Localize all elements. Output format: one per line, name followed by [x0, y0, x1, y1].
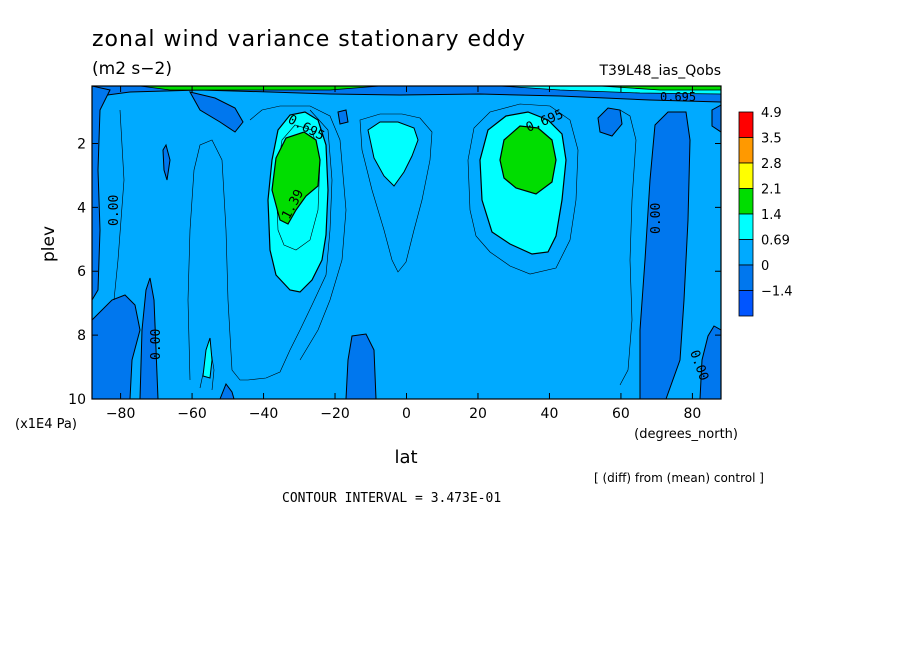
chart-units: (m2 s−2) [92, 59, 172, 79]
x-tick-label: 60 [612, 406, 630, 422]
x-units: (degrees_north) [634, 427, 738, 442]
negative-region-north-pole-upper [711, 104, 721, 133]
colorbar-swatch [738, 264, 754, 291]
x-tick-label: 0 [402, 406, 411, 422]
colorbar-swatch [738, 162, 754, 189]
y-tick-label: 2 [77, 136, 86, 152]
top-edge-band [139, 86, 381, 91]
y-tick-label: 6 [77, 264, 86, 280]
y-axis: 2 4 6 8 10 [68, 136, 721, 408]
colorbar-swatch [738, 213, 754, 240]
colorbar-swatch [738, 188, 754, 215]
contour-label: 0.695 [660, 90, 696, 104]
colorbar-label: 0 [761, 259, 769, 274]
x-tick-label: 20 [469, 406, 487, 422]
contour-interval: CONTOUR INTERVAL = 3.473E-01 [282, 491, 501, 506]
negative-region-upper-left [189, 91, 244, 133]
plot-area: 0.695 0.695 1.39 0.00 0.00 0.00 0.00 0.6… [92, 86, 721, 399]
y-units: (x1E4 Pa) [15, 417, 77, 432]
x-tick-label: 40 [541, 406, 559, 422]
positive-cyan-equator [367, 121, 419, 187]
negative-region-spot-a [162, 143, 171, 181]
negative-region-north-70 [639, 111, 691, 399]
x-tick-label: −60 [177, 406, 207, 422]
negative-region-80s [139, 277, 159, 399]
contour-label: 0.00 [649, 203, 664, 234]
y-tick-label: 10 [68, 392, 86, 408]
x-tick-label: −20 [320, 406, 350, 422]
positive-green-north [499, 125, 557, 195]
colorbar-label: 3.5 [761, 132, 782, 147]
thin-contours [113, 103, 637, 391]
colorbar-label: 4.9 [761, 106, 782, 121]
colorbar-label: 0.69 [761, 234, 790, 249]
colorbar: 4.9 3.5 2.8 2.1 1.4 0.69 0 −1.4 [738, 106, 793, 317]
y-tick-label: 4 [77, 200, 86, 216]
colorbar-swatch [738, 137, 754, 164]
positive-cyan-sliver-60s [202, 337, 213, 379]
chart-title: zonal wind variance stationary eddy [92, 27, 526, 52]
footer-note: [ (diff) from (mean) control ] [594, 471, 764, 485]
x-axis: −80 −60 −40 −20 0 20 40 60 80 [106, 86, 701, 422]
contour-label: 0.00 [107, 195, 122, 226]
y-axis-label: plev [39, 226, 59, 262]
colorbar-swatch [738, 111, 754, 138]
x-tick-label: −40 [249, 406, 279, 422]
colorbar-label: 2.8 [761, 157, 782, 172]
negative-region-12s [345, 333, 377, 399]
negative-region-south-pole-upper [92, 86, 111, 301]
negative-region-north-pole [699, 325, 721, 399]
negative-region-50n [597, 107, 623, 137]
negative-region-spot-b [337, 109, 349, 125]
top-edge-band-right-2 [599, 86, 721, 91]
run-label: T39L48_ias_Qobs [598, 63, 721, 79]
x-tick-label: −80 [106, 406, 136, 422]
x-axis-label: lat [394, 447, 417, 468]
colorbar-swatch [738, 290, 754, 317]
colorbar-label: 1.4 [761, 208, 782, 223]
contour-label: 0.00 [149, 329, 164, 360]
colorbar-label: −1.4 [761, 285, 793, 300]
x-tick-label: 80 [683, 406, 701, 422]
colorbar-label: 2.1 [761, 183, 782, 198]
negative-region-south-pole-lower [92, 294, 141, 399]
y-tick-label: 8 [77, 328, 86, 344]
colorbar-swatch [738, 239, 754, 266]
negative-region-60s [219, 382, 235, 399]
positive-green-south [271, 131, 321, 225]
